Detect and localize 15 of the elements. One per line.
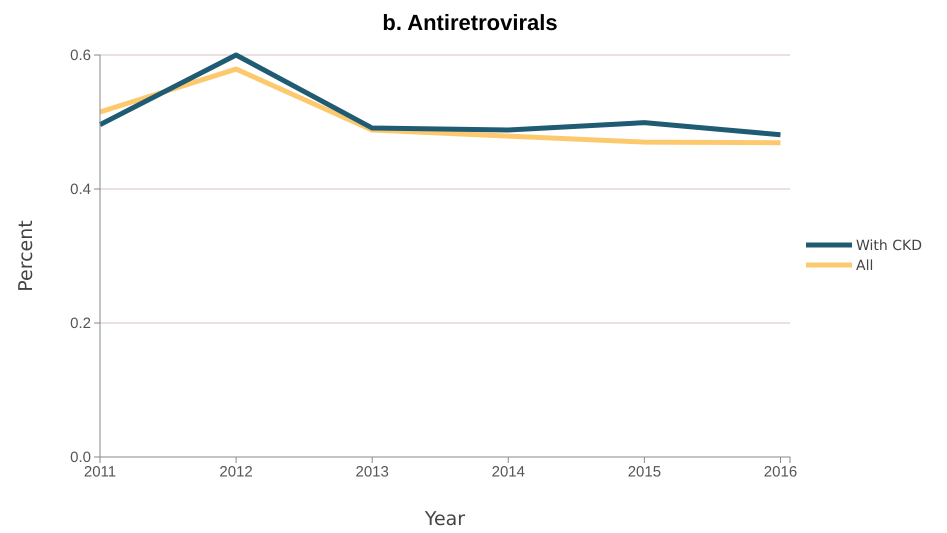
chart-title: b. Antiretrovirals <box>382 10 558 35</box>
y-axis-title: Percent <box>15 220 37 292</box>
x-tick-label: 2015 <box>628 464 662 481</box>
y-tick-label: 0.4 <box>70 180 91 198</box>
x-tick-label: 2012 <box>219 464 253 481</box>
legend-label: With CKD <box>856 238 922 254</box>
y-tick-label: 0.2 <box>70 314 91 332</box>
x-tick-label: 2016 <box>764 464 798 481</box>
legend-label: All <box>856 258 874 274</box>
x-axis-title: Year <box>424 508 466 530</box>
x-tick-label: 2014 <box>492 464 525 481</box>
y-tick-label: 0.6 <box>70 46 91 64</box>
y-tick-label: 0.0 <box>70 448 91 466</box>
x-tick-label: 2011 <box>84 464 116 481</box>
x-tick-label: 2013 <box>356 464 389 481</box>
